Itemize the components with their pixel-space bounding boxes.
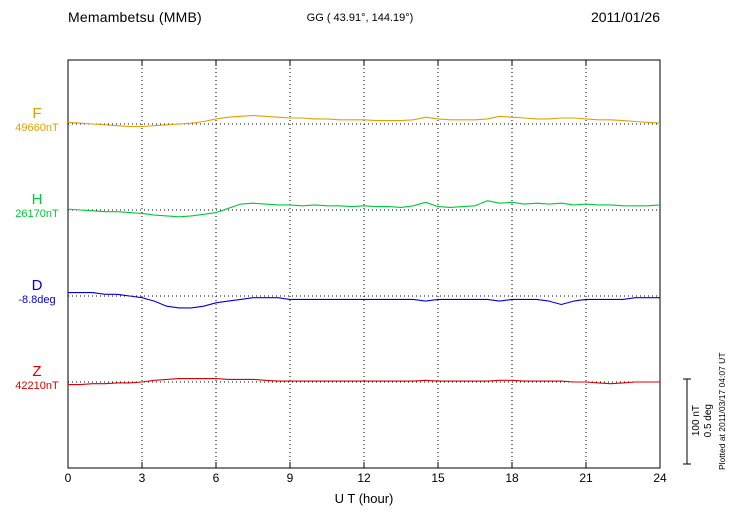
x-tick-label: 0 — [64, 471, 72, 485]
channel-label-z: Z 42210nT — [6, 364, 68, 393]
channel-z-baseline-value: 42210nT — [15, 380, 59, 392]
x-tick-label: 6 — [212, 471, 220, 485]
x-tick-label: 24 — [653, 471, 667, 485]
channel-d-name: D — [31, 277, 43, 294]
trace-F — [67, 114, 661, 128]
x-axis-label: U T (hour) — [334, 491, 394, 506]
trace-D — [68, 292, 660, 309]
scale-bar-labels: 100 nT 0.5 deg — [691, 392, 714, 450]
station-title: Memambetsu (MMB) — [68, 9, 202, 25]
channel-h-baseline-value: 26170nT — [15, 208, 59, 220]
trace-Z — [68, 378, 660, 386]
x-tick-label: 9 — [286, 471, 294, 485]
channel-label-f: F 49660nT — [6, 106, 68, 135]
trace-H — [67, 200, 661, 218]
channel-label-h: H 26170nT — [6, 192, 68, 221]
station-coordinates: GG ( 43.91°, 144.19°) — [306, 12, 414, 24]
plotted-at-note: Plotted at 2011/03/17 04:07 UT — [717, 352, 727, 470]
plot-date: 2011/01/26 — [590, 9, 660, 25]
channel-z-name: Z — [32, 363, 42, 380]
channel-label-d: D -8.8deg — [6, 278, 68, 307]
x-tick-label: 21 — [579, 471, 593, 485]
channel-h-name: H — [31, 191, 43, 208]
scale-nt-label: 100 nT — [691, 405, 702, 437]
channel-d-baseline-value: -8.8deg — [18, 294, 56, 306]
x-tick-label: 12 — [357, 471, 371, 485]
x-tick-label: 15 — [431, 471, 445, 485]
x-tick-label: 18 — [505, 471, 519, 485]
scale-deg-label: 0.5 deg — [703, 404, 714, 438]
x-tick-label: 3 — [138, 471, 146, 485]
channel-f-name: F — [32, 105, 42, 122]
channel-f-baseline-value: 49660nT — [15, 122, 59, 134]
